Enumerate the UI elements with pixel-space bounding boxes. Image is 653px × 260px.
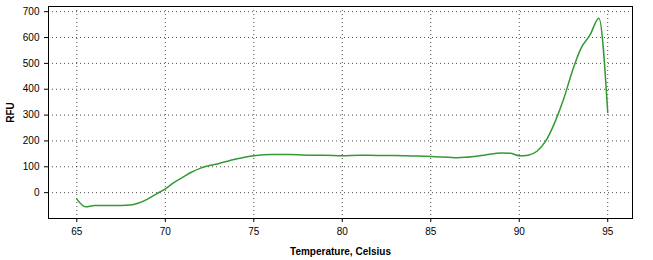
svg-text:400: 400 xyxy=(23,83,40,94)
svg-text:85: 85 xyxy=(425,226,437,237)
svg-text:0: 0 xyxy=(34,187,40,198)
svg-text:Temperature, Celsius: Temperature, Celsius xyxy=(290,246,391,257)
svg-text:300: 300 xyxy=(23,109,40,120)
svg-text:700: 700 xyxy=(23,6,40,17)
svg-text:RFU: RFU xyxy=(5,102,16,123)
svg-text:80: 80 xyxy=(337,226,349,237)
svg-text:90: 90 xyxy=(514,226,526,237)
svg-text:200: 200 xyxy=(23,135,40,146)
svg-text:75: 75 xyxy=(248,226,260,237)
svg-text:95: 95 xyxy=(602,226,614,237)
svg-text:70: 70 xyxy=(160,226,172,237)
svg-text:600: 600 xyxy=(23,32,40,43)
svg-text:100: 100 xyxy=(23,161,40,172)
svg-text:500: 500 xyxy=(23,58,40,69)
svg-text:65: 65 xyxy=(71,226,83,237)
